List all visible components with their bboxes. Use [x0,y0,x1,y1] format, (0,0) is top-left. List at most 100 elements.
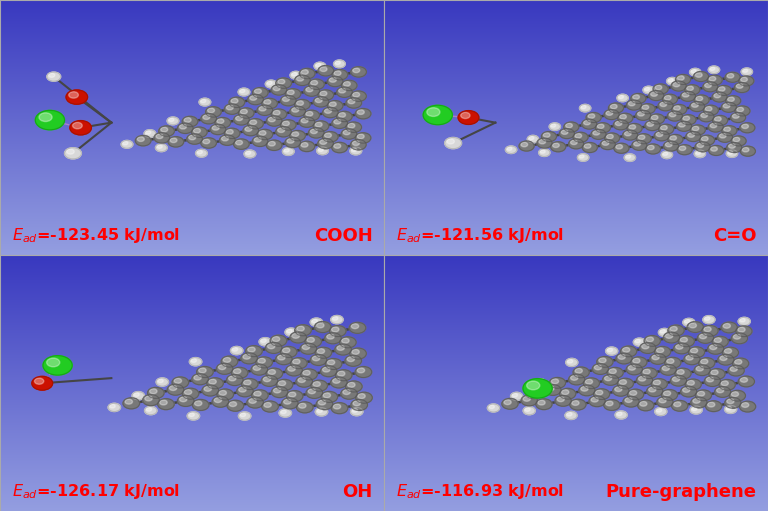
Circle shape [268,369,276,375]
Circle shape [307,337,314,342]
Circle shape [304,110,319,121]
Circle shape [665,334,673,338]
Circle shape [168,118,174,122]
Circle shape [707,343,723,354]
Circle shape [184,118,191,122]
Circle shape [543,133,550,137]
Circle shape [615,121,622,126]
Text: $E_{ad}$=-123.45 kJ/mol: $E_{ad}$=-123.45 kJ/mol [12,226,180,245]
Circle shape [348,123,355,128]
Circle shape [741,68,753,76]
Circle shape [710,147,717,151]
Circle shape [287,90,294,95]
Circle shape [718,87,725,91]
Circle shape [680,91,696,101]
Circle shape [196,149,207,157]
Circle shape [43,356,72,375]
Circle shape [447,139,455,144]
Circle shape [740,318,745,322]
Circle shape [335,61,340,64]
Circle shape [691,69,696,73]
Circle shape [172,377,189,388]
Circle shape [190,358,202,366]
Circle shape [723,127,730,131]
Circle shape [624,154,636,161]
Circle shape [670,136,677,140]
Circle shape [348,382,355,387]
Circle shape [579,385,595,396]
Circle shape [294,100,310,110]
Circle shape [273,86,280,90]
Circle shape [72,123,82,129]
Circle shape [586,112,601,123]
Circle shape [232,347,237,351]
Circle shape [733,137,740,142]
Circle shape [649,90,664,101]
Circle shape [351,400,368,410]
Circle shape [597,357,613,367]
Circle shape [168,136,184,147]
Circle shape [718,354,734,365]
Circle shape [730,366,737,371]
Circle shape [649,387,656,392]
Circle shape [252,390,268,401]
Circle shape [615,411,627,419]
Circle shape [292,333,300,338]
Circle shape [665,142,672,147]
Circle shape [334,71,341,76]
Circle shape [299,117,315,127]
Circle shape [319,140,326,144]
Circle shape [700,135,714,145]
Circle shape [583,378,600,389]
Circle shape [660,102,667,107]
Circle shape [534,379,546,387]
Circle shape [357,368,365,373]
Circle shape [573,132,588,142]
Circle shape [268,117,276,122]
Circle shape [31,376,52,390]
Circle shape [187,412,200,420]
Circle shape [70,121,91,135]
Circle shape [309,128,324,138]
Circle shape [308,389,316,393]
Circle shape [313,382,320,386]
Circle shape [672,104,687,114]
Circle shape [350,147,362,155]
Circle shape [595,390,603,395]
Circle shape [318,138,333,149]
Circle shape [697,143,703,148]
Circle shape [356,392,372,403]
Circle shape [523,397,531,401]
Circle shape [645,121,660,131]
Circle shape [229,402,237,407]
Circle shape [207,378,223,389]
Circle shape [584,120,591,125]
Circle shape [254,89,261,94]
Circle shape [711,370,718,375]
Circle shape [303,370,310,375]
Circle shape [740,77,747,82]
Circle shape [286,390,303,402]
Circle shape [720,133,726,138]
Circle shape [331,315,343,324]
Circle shape [689,323,697,328]
Circle shape [721,102,737,112]
Circle shape [723,323,730,328]
Circle shape [623,347,630,352]
Circle shape [273,388,281,393]
Circle shape [423,105,452,125]
Circle shape [682,92,689,97]
Circle shape [320,91,327,96]
Circle shape [298,378,306,382]
Circle shape [301,118,308,123]
Circle shape [700,334,707,339]
Circle shape [227,105,233,110]
Circle shape [256,357,273,368]
Circle shape [640,343,656,354]
Circle shape [229,376,236,381]
Circle shape [290,130,306,141]
Text: C=O: C=O [713,227,756,245]
Circle shape [321,391,338,403]
Circle shape [633,95,640,99]
Circle shape [733,114,739,118]
